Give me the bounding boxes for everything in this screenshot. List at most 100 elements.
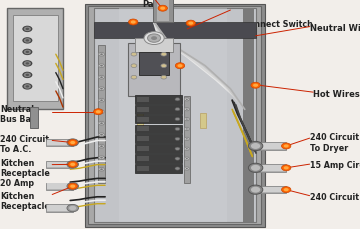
Circle shape (282, 143, 291, 149)
Circle shape (282, 165, 291, 171)
Circle shape (69, 141, 76, 145)
Circle shape (100, 146, 103, 147)
Circle shape (68, 162, 77, 168)
Circle shape (184, 147, 189, 151)
Circle shape (24, 62, 31, 66)
Bar (200, 113, 206, 128)
Circle shape (131, 76, 137, 80)
Circle shape (100, 111, 103, 113)
Circle shape (100, 169, 103, 170)
Text: 240 Circuit
To A.C.: 240 Circuit To A.C. (0, 134, 49, 153)
Bar (88, 7, 261, 224)
Circle shape (184, 128, 189, 131)
Circle shape (100, 65, 103, 67)
Circle shape (24, 50, 31, 55)
Circle shape (99, 133, 104, 137)
Circle shape (175, 128, 180, 131)
Text: 240 Circuit
To Dryer: 240 Circuit To Dryer (310, 133, 359, 152)
Circle shape (284, 145, 289, 148)
Bar (46, 139, 73, 147)
Circle shape (24, 85, 31, 89)
Circle shape (100, 134, 103, 136)
Circle shape (248, 185, 263, 194)
Circle shape (175, 147, 180, 151)
Bar (46, 183, 73, 190)
Circle shape (67, 183, 78, 190)
Circle shape (67, 139, 78, 147)
Bar (135, 105, 182, 114)
Text: 240 Circuit: 240 Circuit (310, 192, 359, 201)
Circle shape (26, 63, 29, 65)
Text: Panel: Panel (143, 0, 168, 9)
Circle shape (184, 118, 189, 121)
Circle shape (24, 27, 31, 32)
Text: Neutral Wires: Neutral Wires (310, 24, 360, 33)
Bar (256, 186, 286, 194)
Circle shape (186, 148, 188, 150)
Circle shape (70, 185, 75, 188)
Circle shape (186, 119, 188, 120)
Circle shape (100, 54, 103, 56)
Bar (153, 0, 173, 23)
Circle shape (26, 86, 29, 88)
Circle shape (131, 21, 136, 25)
Circle shape (69, 206, 76, 210)
Circle shape (68, 183, 77, 189)
Bar (137, 147, 149, 152)
Circle shape (248, 142, 263, 151)
Circle shape (67, 161, 78, 168)
Text: Kitchen
Receptacle
20 Amp: Kitchen Receptacle 20 Amp (0, 158, 50, 188)
Circle shape (24, 39, 31, 44)
Bar (137, 113, 143, 128)
Bar (135, 164, 182, 173)
Circle shape (184, 167, 189, 170)
Bar (257, 165, 285, 171)
Circle shape (69, 184, 76, 189)
Circle shape (184, 98, 189, 101)
Bar (257, 144, 285, 149)
Circle shape (186, 158, 188, 160)
Circle shape (131, 53, 137, 57)
Circle shape (67, 204, 78, 212)
Bar (184, 96, 190, 183)
Circle shape (251, 83, 260, 89)
Circle shape (69, 162, 76, 167)
Bar (119, 9, 227, 222)
Circle shape (186, 99, 188, 101)
Circle shape (248, 164, 263, 173)
Circle shape (99, 145, 104, 148)
Circle shape (184, 108, 189, 111)
Bar (47, 184, 72, 189)
Bar (46, 204, 73, 212)
Circle shape (99, 65, 104, 68)
Circle shape (175, 167, 180, 170)
Bar (47, 205, 72, 211)
Circle shape (161, 76, 167, 80)
Circle shape (253, 84, 258, 87)
Circle shape (129, 20, 138, 26)
Circle shape (22, 72, 32, 79)
Circle shape (22, 38, 32, 44)
Bar (135, 95, 182, 104)
Circle shape (94, 109, 103, 115)
Circle shape (186, 21, 195, 27)
Bar (139, 53, 169, 76)
Bar (137, 97, 149, 102)
Circle shape (100, 157, 103, 159)
Bar (47, 162, 72, 167)
Circle shape (161, 65, 167, 68)
Text: Neutral
Bus Bar: Neutral Bus Bar (0, 104, 35, 123)
Circle shape (184, 138, 189, 141)
Circle shape (282, 187, 291, 193)
Bar (256, 164, 286, 172)
Bar (46, 161, 73, 168)
Bar (94, 9, 256, 222)
Circle shape (99, 110, 104, 114)
Text: Main
Disconnect Switch: Main Disconnect Switch (230, 9, 313, 28)
Circle shape (284, 188, 289, 191)
Circle shape (186, 109, 188, 110)
Circle shape (22, 84, 32, 90)
Circle shape (99, 53, 104, 57)
Circle shape (251, 143, 260, 149)
Circle shape (99, 87, 104, 91)
